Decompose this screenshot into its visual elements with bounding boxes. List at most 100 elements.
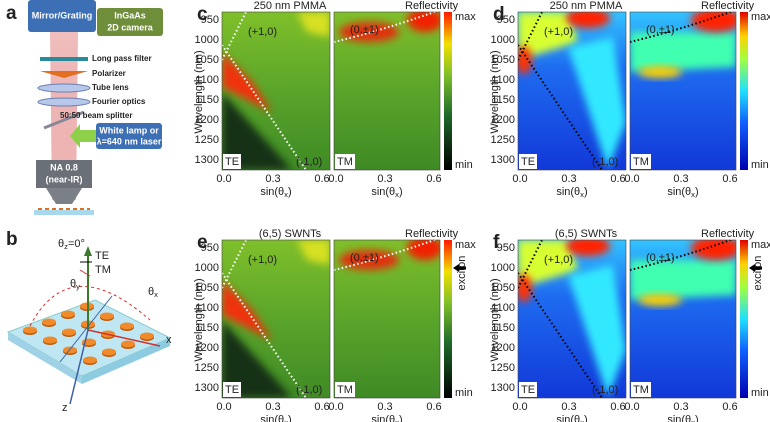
polarization-label: TM [337, 156, 353, 168]
tag-bg [519, 382, 537, 397]
x-axis-label: sin(θx) [667, 186, 698, 199]
polarization-label: TE [521, 384, 535, 396]
y-tick-label: 950 [201, 14, 219, 26]
exciton-arrow [749, 264, 762, 272]
plot-frame [517, 11, 627, 171]
colorbar [740, 240, 748, 398]
fourier-text: Fourier optics [92, 97, 146, 106]
x-axis-label: sin(θx) [556, 414, 587, 422]
y-tick-label: 1300 [195, 382, 219, 394]
order-label: (+1,0) [248, 26, 277, 38]
plot-frame [517, 239, 627, 399]
disc [102, 348, 116, 356]
mirror-box [28, 0, 96, 32]
map-image [518, 240, 626, 398]
text-part: θ [148, 286, 154, 298]
x-tick-label: 0.6 [426, 401, 441, 413]
y-tick-label: 1050 [491, 54, 515, 66]
y-tick-label: 1200 [195, 114, 219, 126]
order-label: (-1,0) [592, 384, 618, 396]
subscript: x [284, 418, 288, 422]
text-part: sin(θ [556, 186, 580, 198]
y-tick-label: 950 [497, 242, 515, 254]
map-image [222, 12, 330, 170]
colorbar-min: min [751, 159, 769, 171]
text-part: ) [584, 186, 588, 198]
diffraction-line [518, 12, 544, 61]
y-tick-label: 1050 [491, 282, 515, 294]
subscript: x [691, 190, 695, 199]
map-region [518, 12, 578, 57]
colorbar [444, 12, 452, 170]
colorbar-title: Reflectivity [701, 0, 755, 12]
arrow [70, 124, 96, 148]
heatmap-panel: e (6,5) SWNTs Reflectivity Wavelength (nm) 9… [193, 228, 476, 422]
y-tick-label: 1000 [491, 262, 515, 274]
y-tick-label: 1250 [491, 134, 515, 146]
y-tick-label: 1100 [195, 74, 219, 86]
x-tick-label: 0.0 [216, 173, 231, 185]
y-axis-label: Wavelength (nm) [193, 278, 205, 361]
source-box [96, 123, 162, 149]
text-part: sin(θ [260, 186, 284, 198]
x-tick-label: 0.6 [722, 173, 737, 185]
order-label: (+1,0) [544, 26, 573, 38]
panel-label: e [197, 232, 208, 253]
y-tick-label: 1250 [195, 134, 219, 146]
subscript: x [395, 190, 399, 199]
x-tick-label: 0.3 [265, 173, 280, 185]
map-image [518, 12, 626, 170]
text-part: sin(θ [371, 414, 395, 422]
x-tick-label: 0.0 [328, 401, 343, 413]
x-tick-label: 0.6 [610, 401, 625, 413]
panel-label: a [6, 3, 17, 24]
order-label: (0,±1) [350, 24, 379, 36]
x-tick-label: 0.0 [624, 173, 639, 185]
map-region [691, 240, 736, 260]
y-tick-label: 1250 [195, 362, 219, 374]
disc [140, 332, 154, 340]
map-image [334, 240, 440, 398]
heatmap-panel: f (6,5) SWNTs Reflectivity Wavelength (nm) 9… [489, 228, 770, 422]
arc [29, 285, 151, 327]
arrowhead [84, 246, 92, 256]
disc [100, 312, 114, 320]
y-tick-label: 1150 [195, 322, 219, 334]
panel-label: c [197, 4, 208, 25]
text-part: sin(θ [667, 414, 691, 422]
order-label: (0,±1) [646, 252, 675, 264]
diffraction-line [222, 272, 307, 398]
colorbar-min: min [751, 387, 769, 399]
x-axis-label: sin(θx) [260, 414, 291, 422]
diffraction-line [222, 240, 248, 289]
plot-frame [333, 11, 441, 171]
x-tick-label: 0.3 [377, 173, 392, 185]
text-part: ) [695, 414, 699, 422]
exciton-arrow [453, 264, 466, 272]
exciton-label: exciton [752, 256, 764, 291]
substrate-side [82, 338, 170, 384]
heatmap-panel: c 250 nm PMMA Reflectivity Wavelength (nm) 9… [193, 0, 476, 199]
map-region [630, 32, 736, 72]
y-tick-label: 1250 [491, 362, 515, 374]
text-part: sin(θ [556, 414, 580, 422]
y-tick-label: 1100 [491, 74, 515, 86]
x-axis [87, 329, 161, 347]
polarizer [40, 71, 88, 78]
y-tick-label: 1000 [195, 34, 219, 46]
y-tick-label: 1100 [491, 302, 515, 314]
y-axis-label: Wavelength (nm) [489, 278, 501, 361]
y-tick-label: 1200 [195, 342, 219, 354]
text-part: sin(θ [667, 186, 691, 198]
polarization-label: TE [225, 156, 239, 168]
subscript: x [395, 418, 399, 422]
z-label: z [62, 402, 68, 414]
map-region [518, 240, 578, 285]
tag-bg [631, 154, 651, 169]
tag-bg [223, 154, 241, 169]
text-part: ) [399, 186, 403, 198]
x-axis-label: sin(θx) [371, 414, 402, 422]
y-tick-label: 1100 [195, 302, 219, 314]
x-tick-label: 0.3 [561, 401, 576, 413]
polarizer-text: Polarizer [92, 69, 126, 78]
